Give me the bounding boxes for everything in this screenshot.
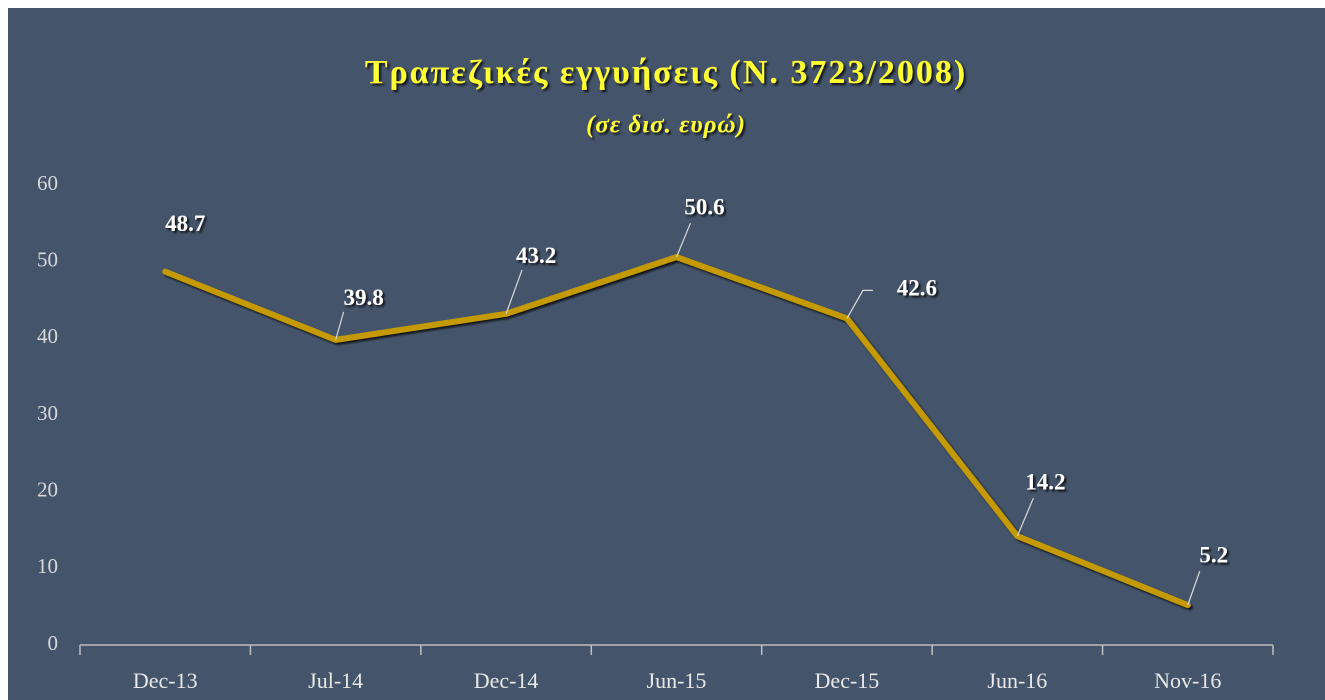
leader-line xyxy=(505,269,523,315)
x-tick-label: Dec-14 xyxy=(474,668,539,693)
y-tick-label: 40 xyxy=(37,324,58,348)
y-tick-label: 50 xyxy=(37,247,58,271)
chart-subtitle: (σε δισ. ευρώ) xyxy=(586,112,746,139)
y-tick-label: 20 xyxy=(37,477,58,501)
y-tick-label: 0 xyxy=(48,631,59,655)
chart-background xyxy=(8,8,1325,700)
leader-line xyxy=(675,222,692,258)
data-label: 14.2 xyxy=(1025,469,1065,494)
x-tick-label: Jun-16 xyxy=(987,668,1047,693)
x-tick-label: Dec-13 xyxy=(133,668,198,693)
x-tick-label: Dec-15 xyxy=(815,668,880,693)
data-label: 42.6 xyxy=(897,276,937,301)
leader-line xyxy=(1016,497,1034,537)
y-tick-label: 30 xyxy=(37,401,58,425)
leader-line xyxy=(846,289,873,319)
data-label: 50.6 xyxy=(684,194,724,219)
x-tick-label: Jun-15 xyxy=(647,668,707,693)
y-tick-label: 10 xyxy=(37,554,58,578)
x-tick-label: Nov-16 xyxy=(1154,668,1221,693)
y-tick-label: 60 xyxy=(37,171,58,195)
leader-line xyxy=(335,311,345,341)
x-tick-label: Jul-14 xyxy=(308,668,363,693)
data-label: 5.2 xyxy=(1199,542,1228,567)
chart-title: Τραπεζικές εγγυήσεις (Ν. 3723/2008) xyxy=(365,54,967,91)
data-label: 48.7 xyxy=(165,211,205,236)
data-label: 43.2 xyxy=(516,243,556,268)
leader-line xyxy=(1187,570,1201,606)
data-label: 39.8 xyxy=(344,285,384,310)
